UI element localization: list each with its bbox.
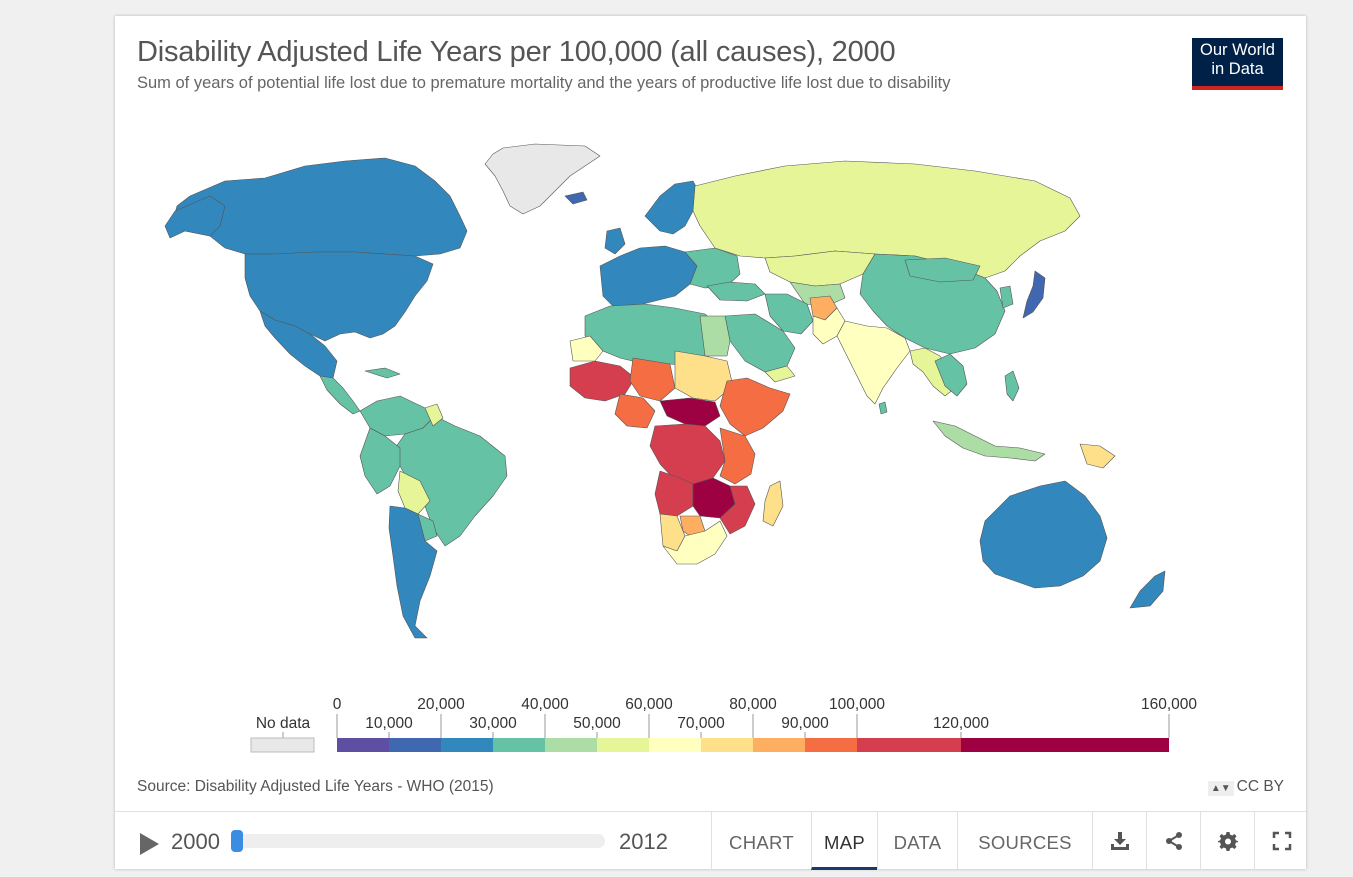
map-region-sri-lanka[interactable] xyxy=(878,401,888,415)
map-region-southeast-asia[interactable] xyxy=(909,347,956,397)
map-region-kazakhstan[interactable] xyxy=(764,250,876,287)
timeline-start-year: 2000 xyxy=(171,829,220,854)
legend-no-data-label: No data xyxy=(256,715,311,732)
map-region-central-america[interactable] xyxy=(319,375,361,415)
map-region-iran[interactable] xyxy=(764,293,814,335)
legend-bin-120000-160000 xyxy=(961,738,1169,752)
controls-bar: 2000 2012 CHART MAP DATA SOURCES xyxy=(115,811,1306,870)
map-region-nigeria-cameroon[interactable] xyxy=(614,393,656,429)
logo-line-2: in Data xyxy=(1211,60,1264,78)
logo-line-1: Our World xyxy=(1200,41,1275,59)
legend-bin-90000-100000 xyxy=(805,738,857,752)
map-region-niger-chad[interactable] xyxy=(629,357,676,402)
chart-card: Disability Adjusted Life Years per 100,0… xyxy=(115,16,1306,870)
legend-no-data-swatch xyxy=(250,737,315,753)
tab-data[interactable]: DATA xyxy=(877,812,957,870)
owid-logo[interactable]: Our World in Data xyxy=(1192,38,1283,90)
map-region-south-africa[interactable] xyxy=(662,520,728,565)
settings-button[interactable] xyxy=(1200,812,1254,870)
map-region-east-africa[interactable] xyxy=(719,427,756,485)
map-region-korea[interactable] xyxy=(999,285,1014,309)
map-region-philippines[interactable] xyxy=(1004,370,1020,402)
map-region-uk[interactable] xyxy=(604,227,626,255)
license-link[interactable]: ▲▼ CC BY xyxy=(1207,778,1284,796)
sort-arrows-icon: ▲▼ xyxy=(1207,781,1234,796)
play-icon[interactable] xyxy=(137,832,161,856)
world-map[interactable] xyxy=(115,16,1306,706)
map-region-guyana[interactable] xyxy=(424,403,444,427)
legend-tick-label: 30,000 xyxy=(469,715,517,732)
fullscreen-button[interactable] xyxy=(1254,812,1306,870)
map-region-argentina-chile[interactable] xyxy=(388,505,438,639)
chart-subtitle: Sum of years of potential life lost due … xyxy=(137,74,951,92)
map-region-angola[interactable] xyxy=(654,470,694,517)
legend-tick-label: 90,000 xyxy=(781,715,829,732)
map-region-iceland[interactable] xyxy=(564,191,588,205)
fullscreen-icon xyxy=(1272,831,1292,851)
tab-chart[interactable]: CHART xyxy=(711,812,811,870)
chart-title: Disability Adjusted Life Years per 100,0… xyxy=(137,36,896,68)
map-region-png[interactable] xyxy=(1079,443,1116,469)
legend-tick-label: 50,000 xyxy=(573,715,621,732)
legend-bin-20000-30000 xyxy=(441,738,493,752)
legend-bin-80000-90000 xyxy=(753,738,805,752)
legend-bin-50000-60000 xyxy=(597,738,649,752)
map-region-greenland[interactable] xyxy=(484,143,601,215)
download-button[interactable] xyxy=(1092,812,1146,870)
legend-bin-40000-50000 xyxy=(545,738,597,752)
legend-tick-label: 10,000 xyxy=(365,715,413,732)
settings-icon xyxy=(1218,832,1238,851)
map-region-caribbean[interactable] xyxy=(364,367,401,379)
legend-bin-60000-70000 xyxy=(649,738,701,752)
share-button[interactable] xyxy=(1146,812,1200,870)
source-note: Source: Disability Adjusted Life Years -… xyxy=(137,778,494,795)
map-region-ethiopia-somalia[interactable] xyxy=(719,377,791,437)
map-region-sahel-west[interactable] xyxy=(569,360,636,402)
map-region-scandinavia[interactable] xyxy=(644,180,701,235)
map-region-yemen-oman[interactable] xyxy=(764,365,796,383)
map-region-japan[interactable] xyxy=(1022,270,1046,319)
timeline-end-year: 2012 xyxy=(619,829,668,854)
map-region-mozambique[interactable] xyxy=(719,485,756,535)
map-region-india[interactable] xyxy=(836,320,911,405)
legend-bin-70000-80000 xyxy=(701,738,753,752)
map-region-alaska[interactable] xyxy=(164,195,226,239)
map-region-indochina[interactable] xyxy=(934,353,968,397)
map-region-russia[interactable] xyxy=(692,160,1081,279)
timeline-track[interactable] xyxy=(235,834,605,848)
map-region-mongolia[interactable] xyxy=(904,257,981,283)
timeline-handle[interactable] xyxy=(231,830,243,852)
map-region-australia[interactable] xyxy=(979,480,1108,589)
map-region-western-europe[interactable] xyxy=(599,245,698,309)
legend-tick-label: 120,000 xyxy=(933,715,989,732)
legend-bin-30000-40000 xyxy=(493,738,545,752)
legend-bin-100000-120000 xyxy=(857,738,961,752)
legend-bin-10000-20000 xyxy=(389,738,441,752)
map-region-central-africa[interactable] xyxy=(659,397,721,427)
legend-tick-label: 70,000 xyxy=(677,715,725,732)
map-region-madagascar[interactable] xyxy=(762,480,784,527)
map-region-indonesia[interactable] xyxy=(932,420,1046,462)
map-region-new-zealand[interactable] xyxy=(1129,570,1166,609)
tab-map[interactable]: MAP xyxy=(811,812,877,870)
map-region-turkey[interactable] xyxy=(706,281,766,302)
tab-sources[interactable]: SOURCES xyxy=(957,812,1092,870)
license-label: CC BY xyxy=(1236,778,1284,795)
legend-bin-0-10000 xyxy=(337,738,389,752)
map-region-peru[interactable] xyxy=(359,427,401,495)
share-icon xyxy=(1166,832,1182,850)
download-icon xyxy=(1111,832,1129,850)
map-region-mauritania-mali[interactable] xyxy=(569,335,604,362)
map-region-egypt[interactable] xyxy=(699,315,731,357)
